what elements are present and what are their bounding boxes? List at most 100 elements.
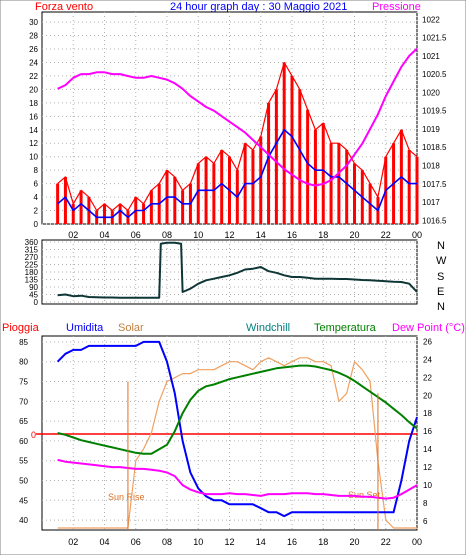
wind-x-tick-label: 16 bbox=[287, 230, 297, 240]
wind-x-tick-label: 00 bbox=[412, 230, 422, 240]
temp-x-tick-label: 10 bbox=[193, 537, 203, 547]
wind-x-tick-label: 02 bbox=[68, 230, 78, 240]
humidity-y-tick-label: 55 bbox=[19, 457, 28, 466]
humidity-y-tick-label: 85 bbox=[19, 338, 28, 347]
legend-temperature: Temperatura bbox=[314, 322, 377, 334]
wind-y-tick-label: 2 bbox=[34, 207, 39, 216]
temp-y-tick-label: 26 bbox=[423, 337, 432, 346]
temp-y-tick-label: 16 bbox=[423, 427, 432, 436]
wind-x-tick-label: 12 bbox=[224, 230, 234, 240]
pressure-y-tick-label: 1021.5 bbox=[422, 34, 447, 43]
dir-y-tick-label: 135 bbox=[25, 276, 39, 285]
temp-x-tick-label: 06 bbox=[131, 537, 141, 547]
wind-x-tick-label: 14 bbox=[256, 230, 266, 240]
pressure-y-tick-label: 1019 bbox=[422, 125, 440, 134]
dir-y-tick-label: 270 bbox=[25, 253, 39, 262]
wind-y-tick-label: 18 bbox=[29, 99, 38, 108]
dir-y-tick-label: 360 bbox=[25, 238, 39, 247]
dewpoint-line bbox=[57, 458, 418, 500]
dir-letter-w: W bbox=[436, 255, 447, 267]
humidity-y-tick-label: 80 bbox=[19, 358, 28, 367]
sunrise-annotation: Sun Rise bbox=[108, 492, 145, 502]
humidity-y-tick-label: 70 bbox=[19, 397, 28, 406]
temp-y-tick-label: 10 bbox=[423, 481, 432, 490]
temp-y-tick-label: 22 bbox=[423, 373, 432, 382]
legend-solar: Solar bbox=[118, 322, 144, 334]
legend-dewpoint: Dew Point (°C) bbox=[392, 322, 465, 334]
dir-letter-s: S bbox=[437, 271, 444, 283]
wind-y-tick-label: 20 bbox=[29, 85, 38, 94]
dir-y-tick-label: 0 bbox=[34, 298, 39, 307]
wind-x-tick-label: 22 bbox=[381, 230, 391, 240]
temperature-line bbox=[57, 364, 418, 455]
temp-y-tick-label: 6 bbox=[423, 517, 428, 526]
temp-x-tick-label: 22 bbox=[381, 537, 391, 547]
dir-y-tick-label: 225 bbox=[25, 261, 39, 270]
dir-y-tick-label: 180 bbox=[25, 268, 39, 277]
wind-y-tick-label: 0 bbox=[34, 220, 39, 229]
rain-zero-label: 0 bbox=[31, 430, 36, 440]
temp-x-tick-label: 00 bbox=[412, 537, 422, 547]
humidity-y-tick-label: 60 bbox=[19, 437, 28, 446]
wind-y-tick-label: 26 bbox=[29, 45, 38, 54]
humidity-y-tick-label: 40 bbox=[19, 516, 28, 525]
pressure-label: Pressione bbox=[372, 1, 421, 13]
pressure-y-tick-label: 1016.5 bbox=[422, 216, 447, 225]
pressure-y-tick-label: 1017.5 bbox=[422, 180, 447, 189]
temp-y-tick-label: 18 bbox=[423, 409, 432, 418]
wind-x-tick-label: 20 bbox=[349, 230, 359, 240]
temp-x-tick-label: 12 bbox=[224, 537, 234, 547]
wind-y-tick-label: 12 bbox=[29, 139, 38, 148]
wind-y-tick-label: 6 bbox=[34, 180, 39, 189]
wind-y-tick-label: 22 bbox=[29, 72, 38, 81]
wind-x-tick-label: 10 bbox=[193, 230, 203, 240]
wind-y-tick-label: 10 bbox=[29, 153, 38, 162]
dir-y-tick-label: 315 bbox=[25, 246, 39, 255]
dir-letter-e: E bbox=[437, 286, 444, 298]
humidity-y-tick-label: 50 bbox=[19, 477, 28, 486]
pressure-y-tick-label: 1021 bbox=[422, 52, 440, 61]
pressure-y-tick-label: 1017 bbox=[422, 198, 440, 207]
humidity-y-tick-label: 65 bbox=[19, 417, 28, 426]
wind-force-label: Forza vento bbox=[35, 1, 93, 13]
temp-x-tick-label: 20 bbox=[349, 537, 359, 547]
legend-humidity: Umidita bbox=[66, 322, 104, 334]
wind-x-tick-label: 08 bbox=[162, 230, 172, 240]
wind-direction-line bbox=[57, 241, 418, 299]
sunset-annotation: Sun Set bbox=[348, 490, 381, 500]
wind-y-tick-label: 24 bbox=[29, 58, 38, 67]
wind-x-tick-label: 18 bbox=[318, 230, 328, 240]
humidity-y-tick-label: 75 bbox=[19, 378, 28, 387]
wind-y-tick-label: 30 bbox=[29, 18, 38, 27]
wind-y-tick-label: 8 bbox=[34, 166, 39, 175]
pressure-y-tick-label: 1018 bbox=[422, 162, 440, 171]
solar-line bbox=[57, 357, 417, 529]
temp-x-tick-label: 08 bbox=[162, 537, 172, 547]
wind-y-tick-label: 16 bbox=[29, 112, 38, 121]
dir-y-tick-label: 45 bbox=[29, 291, 38, 300]
wind-gust-line bbox=[57, 61, 418, 212]
humidity-line bbox=[56, 340, 418, 518]
temp-x-tick-label: 16 bbox=[287, 537, 297, 547]
page-title: 24 hour graph day : 30 Maggio 2021 bbox=[170, 1, 347, 13]
wind-x-tick-label: 04 bbox=[99, 230, 109, 240]
wind-y-tick-label: 28 bbox=[29, 32, 38, 41]
pressure-y-tick-label: 1019.5 bbox=[422, 107, 447, 116]
temp-y-tick-label: 14 bbox=[423, 445, 432, 454]
wind-y-tick-label: 14 bbox=[29, 126, 38, 135]
temp-y-tick-label: 24 bbox=[423, 355, 432, 364]
temp-y-tick-label: 20 bbox=[423, 391, 432, 400]
legend-windchill: Windchill bbox=[246, 322, 290, 334]
dir-letter-n-top: N bbox=[437, 240, 445, 252]
wind-y-tick-label: 4 bbox=[34, 193, 39, 202]
pressure-y-tick-label: 1020 bbox=[422, 88, 440, 97]
legend-rain: Pioggia bbox=[2, 322, 40, 334]
pressure-y-tick-label: 1020.5 bbox=[422, 70, 447, 79]
pressure-y-tick-label: 1018.5 bbox=[422, 143, 447, 152]
temp-y-tick-label: 8 bbox=[423, 499, 428, 508]
dir-y-tick-label: 90 bbox=[29, 283, 38, 292]
temp-x-tick-label: 04 bbox=[99, 537, 109, 547]
chart-marks: 0246810121416182022242628301016.51017101… bbox=[19, 12, 447, 547]
